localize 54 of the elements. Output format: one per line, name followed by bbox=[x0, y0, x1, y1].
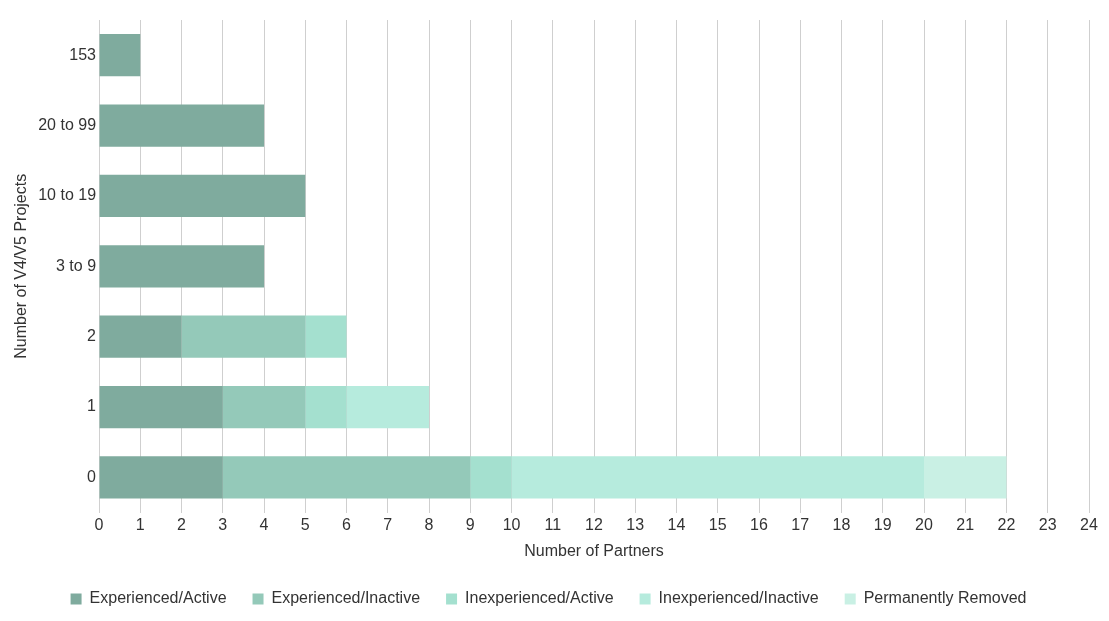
bar bbox=[222, 456, 471, 499]
legend-label: Inexperienced/Active bbox=[465, 589, 614, 607]
y-tick-label: 10 to 19 bbox=[38, 186, 97, 204]
x-tick-label: 2 bbox=[177, 515, 187, 533]
x-tick-label: 4 bbox=[259, 515, 269, 533]
bar bbox=[346, 385, 430, 429]
x-tick-label: 8 bbox=[424, 515, 434, 533]
legend-label: Experienced/Inactive bbox=[271, 589, 421, 607]
bar bbox=[99, 104, 265, 147]
x-tick-label: 23 bbox=[1038, 515, 1057, 533]
x-tick-label: 24 bbox=[1080, 515, 1098, 533]
bar bbox=[305, 315, 347, 358]
x-axis-title: Number of Partners bbox=[524, 541, 664, 559]
bar bbox=[99, 174, 306, 218]
bar bbox=[924, 456, 1007, 499]
bar bbox=[511, 456, 925, 499]
x-tick-label: 20 bbox=[915, 515, 933, 533]
bar bbox=[99, 34, 141, 77]
y-tick-label: 1 bbox=[87, 397, 97, 415]
x-tick-label: 18 bbox=[832, 515, 851, 533]
y-tick-label: 2 bbox=[87, 327, 97, 345]
y-tick-label: 0 bbox=[87, 467, 97, 485]
x-tick-label: 17 bbox=[791, 515, 810, 533]
x-tick-label: 12 bbox=[585, 515, 604, 533]
bar bbox=[222, 385, 306, 429]
x-tick-label: 19 bbox=[873, 515, 892, 533]
x-tick-label: 14 bbox=[667, 515, 686, 533]
y-tick-label: 153 bbox=[69, 45, 97, 63]
x-tick-label: 15 bbox=[708, 515, 727, 533]
x-tick-label: 7 bbox=[383, 515, 393, 533]
bar bbox=[99, 456, 223, 499]
x-tick-label: 22 bbox=[997, 515, 1016, 533]
legend-label: Experienced/Active bbox=[89, 589, 227, 607]
legend-label: Permanently Removed bbox=[863, 589, 1027, 607]
x-tick-label: 1 bbox=[135, 515, 145, 533]
bar bbox=[99, 245, 265, 288]
x-tick-label: 21 bbox=[956, 515, 975, 533]
bar bbox=[305, 385, 347, 429]
x-tick-label: 13 bbox=[626, 515, 645, 533]
x-tick-label: 6 bbox=[342, 515, 352, 533]
bar bbox=[470, 456, 512, 499]
y-axis-title: Number of V4/V5 Projects bbox=[12, 173, 30, 359]
legend-label: Inexperienced/Inactive bbox=[658, 589, 819, 607]
x-tick-label: 11 bbox=[544, 515, 562, 533]
bar bbox=[99, 385, 223, 429]
x-tick-label: 16 bbox=[750, 515, 769, 533]
y-tick-label: 3 to 9 bbox=[56, 256, 97, 274]
x-tick-label: 3 bbox=[218, 515, 228, 533]
bar bbox=[181, 315, 306, 358]
x-tick-label: 10 bbox=[502, 515, 521, 533]
y-tick-label: 20 to 99 bbox=[38, 115, 97, 133]
x-tick-label: 5 bbox=[300, 515, 310, 533]
x-tick-label: 9 bbox=[465, 515, 475, 533]
bar bbox=[99, 315, 182, 358]
